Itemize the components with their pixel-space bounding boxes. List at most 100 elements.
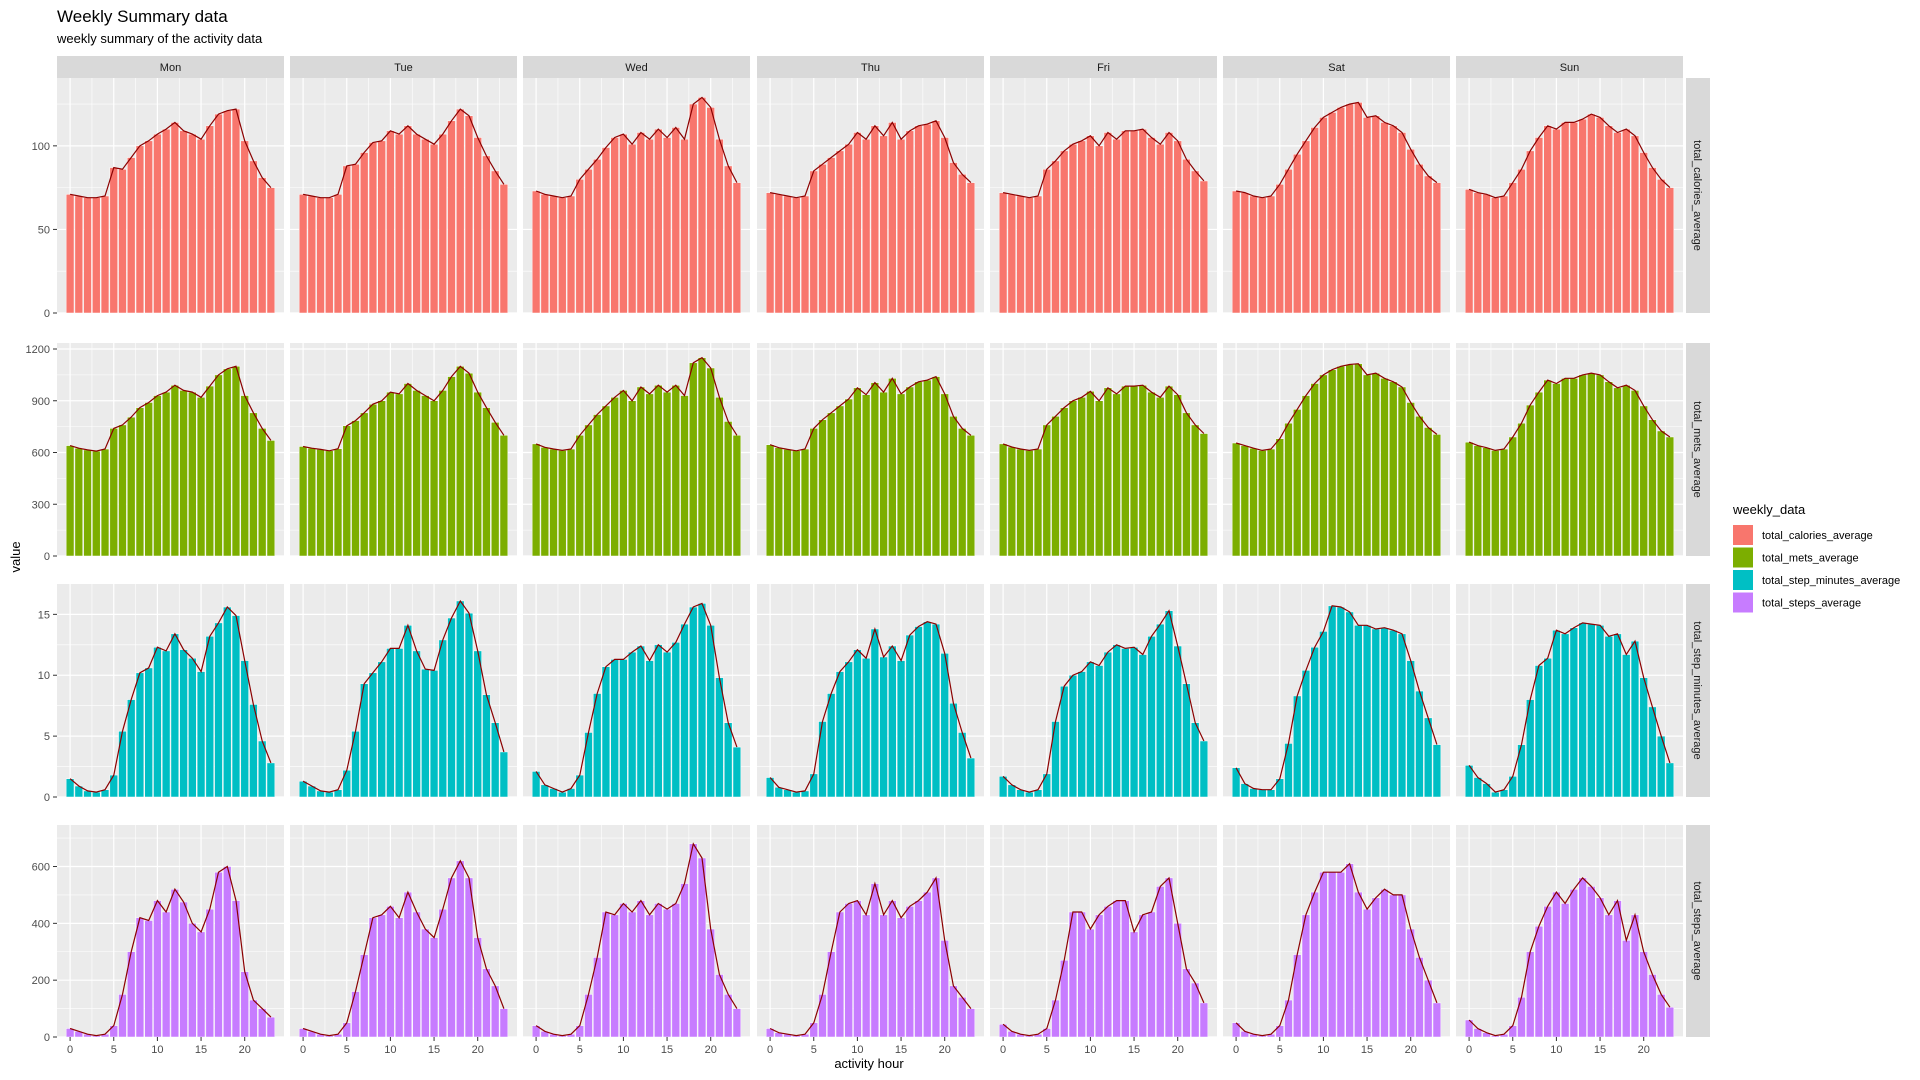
series-line-sat-total_steps_average	[1235, 862, 1438, 1037]
bar-sat-hour-5	[1275, 184, 1284, 314]
bar-mon-hour-8	[135, 672, 145, 798]
bar-wed-hour-21	[715, 677, 724, 798]
y-tick-label: 50	[38, 224, 50, 236]
bar-wed-hour-18	[689, 606, 698, 798]
bar-sat-hour-12	[1336, 606, 1346, 798]
bar-sat-hour-2	[1249, 195, 1258, 314]
bar-tue-hour-16	[438, 133, 447, 314]
bar-wed-hour-11	[627, 651, 637, 798]
column-strip-label: Mon	[160, 62, 181, 74]
bar-tue-hour-2	[316, 449, 325, 557]
bar-sat-hour-21	[1415, 416, 1424, 557]
bar-mon-hour-13	[179, 390, 188, 557]
bar-thu-hour-4	[800, 448, 810, 557]
bar-sun-hour-20	[1639, 951, 1648, 1038]
bar-tue-hour-11	[394, 917, 404, 1038]
bar-fri-hour-20	[1173, 140, 1182, 314]
bar-sat-hour-10	[1319, 117, 1328, 314]
bar-sat-hour-0	[1231, 190, 1241, 314]
bar-fri-hour-17	[1147, 391, 1156, 557]
bar-thu-hour-17	[914, 125, 923, 314]
series-line-wed-total_calories_average	[535, 96, 738, 199]
bar-sat-hour-6	[1284, 743, 1293, 798]
bar-wed-hour-13	[645, 393, 654, 557]
bar-sat-hour-23	[1432, 434, 1442, 557]
bar-thu-hour-7	[827, 412, 836, 557]
bar-tue-hour-17	[447, 617, 456, 798]
bar-sat-hour-18	[1389, 381, 1398, 557]
bar-sun-hour-16	[1604, 636, 1613, 798]
bar-fri-hour-8	[1068, 674, 1078, 798]
bar-tue-hour-14	[421, 138, 430, 314]
bar-thu-hour-12	[870, 382, 880, 557]
series-line-sat-total_calories_average	[1235, 101, 1438, 199]
bar-thu-hour-11	[861, 138, 871, 314]
bar-mon-hour-5	[109, 1025, 118, 1038]
y-tick-label: 400	[32, 918, 50, 930]
x-tick-label: 15	[1128, 1044, 1140, 1056]
bar-thu-hour-8	[835, 150, 845, 314]
bar-sat-hour-21	[1415, 163, 1424, 314]
bar-fri-hour-0	[998, 443, 1008, 557]
bar-wed-hour-21	[715, 138, 724, 314]
bar-sat-hour-16	[1371, 372, 1380, 557]
series-line-thu-total_calories_average	[769, 120, 972, 199]
bar-sun-hour-18	[1622, 654, 1631, 798]
column-strip-label: Sun	[1560, 62, 1580, 74]
bar-mon-hour-9	[144, 140, 153, 314]
x-axis-label: activity hour	[834, 1056, 904, 1071]
bar-sun-hour-3	[1491, 450, 1500, 557]
bar-thu-hour-4	[800, 195, 810, 314]
bar-thu-hour-5	[809, 1022, 818, 1038]
bar-mon-hour-2	[83, 197, 92, 314]
bar-mon-hour-11	[161, 391, 171, 557]
row-strip-label: total_step_minutes_average	[1691, 621, 1703, 759]
bar-sun-hour-1	[1473, 777, 1483, 798]
bar-sun-hour-11	[1560, 122, 1570, 314]
bar-thu-hour-10	[853, 132, 862, 314]
bar-sat-hour-20	[1406, 148, 1415, 314]
facet-panel-tue-total_mets_average	[290, 343, 517, 557]
bar-fri-hour-19	[1164, 610, 1174, 798]
bar-fri-hour-5	[1042, 424, 1051, 557]
bar-tue-hour-14	[421, 395, 430, 557]
x-tick-label: 10	[384, 1044, 396, 1056]
bar-thu-hour-11	[861, 394, 871, 557]
bar-mon-hour-10	[153, 395, 162, 557]
x-tick-label: 0	[767, 1044, 773, 1056]
y-axis-label: value	[8, 541, 23, 572]
bar-thu-hour-12	[870, 125, 880, 314]
bar-mon-hour-7	[127, 416, 136, 557]
facet-panel-wed-total_step_minutes_average	[523, 584, 750, 798]
bar-fri-hour-6	[1051, 416, 1060, 557]
y-tick-label: 100	[32, 141, 50, 153]
bar-sun-hour-15	[1595, 625, 1605, 798]
bar-sat-hour-3	[1258, 789, 1267, 798]
bar-sat-hour-5	[1275, 438, 1284, 557]
bar-fri-hour-5	[1042, 773, 1051, 798]
bar-wed-hour-7	[593, 693, 602, 798]
x-tick-label: 5	[1044, 1044, 1050, 1056]
bar-fri-hour-23	[1199, 1002, 1209, 1038]
bar-fri-hour-21	[1182, 968, 1191, 1038]
bar-sat-hour-15	[1362, 374, 1372, 557]
bar-sun-hour-8	[1534, 137, 1544, 314]
bar-tue-hour-15	[429, 400, 439, 557]
series-line-fri-total_mets_average	[1002, 384, 1205, 452]
bar-mon-hour-7	[127, 699, 136, 798]
bar-wed-hour-17	[680, 138, 689, 314]
bar-tue-hour-0	[298, 194, 308, 314]
bar-wed-hour-10	[619, 903, 628, 1038]
bar-tue-hour-21	[482, 694, 491, 798]
bar-sun-hour-6	[1517, 996, 1526, 1038]
column-strip-fri: Fri	[990, 56, 1217, 78]
bar-tue-hour-11	[394, 133, 404, 314]
bar-tue-hour-3	[325, 197, 334, 314]
facet-panel-sat-total_steps_average: 0 5 10 15 20	[1223, 825, 1450, 1056]
bar-mon-hour-21	[249, 999, 258, 1038]
bar-wed-hour-6	[584, 994, 593, 1038]
bar-tue-hour-16	[438, 390, 447, 557]
bar-wed-hour-21	[715, 974, 724, 1038]
bar-mon-hour-9	[144, 402, 153, 557]
bar-tue-hour-18	[456, 366, 465, 557]
